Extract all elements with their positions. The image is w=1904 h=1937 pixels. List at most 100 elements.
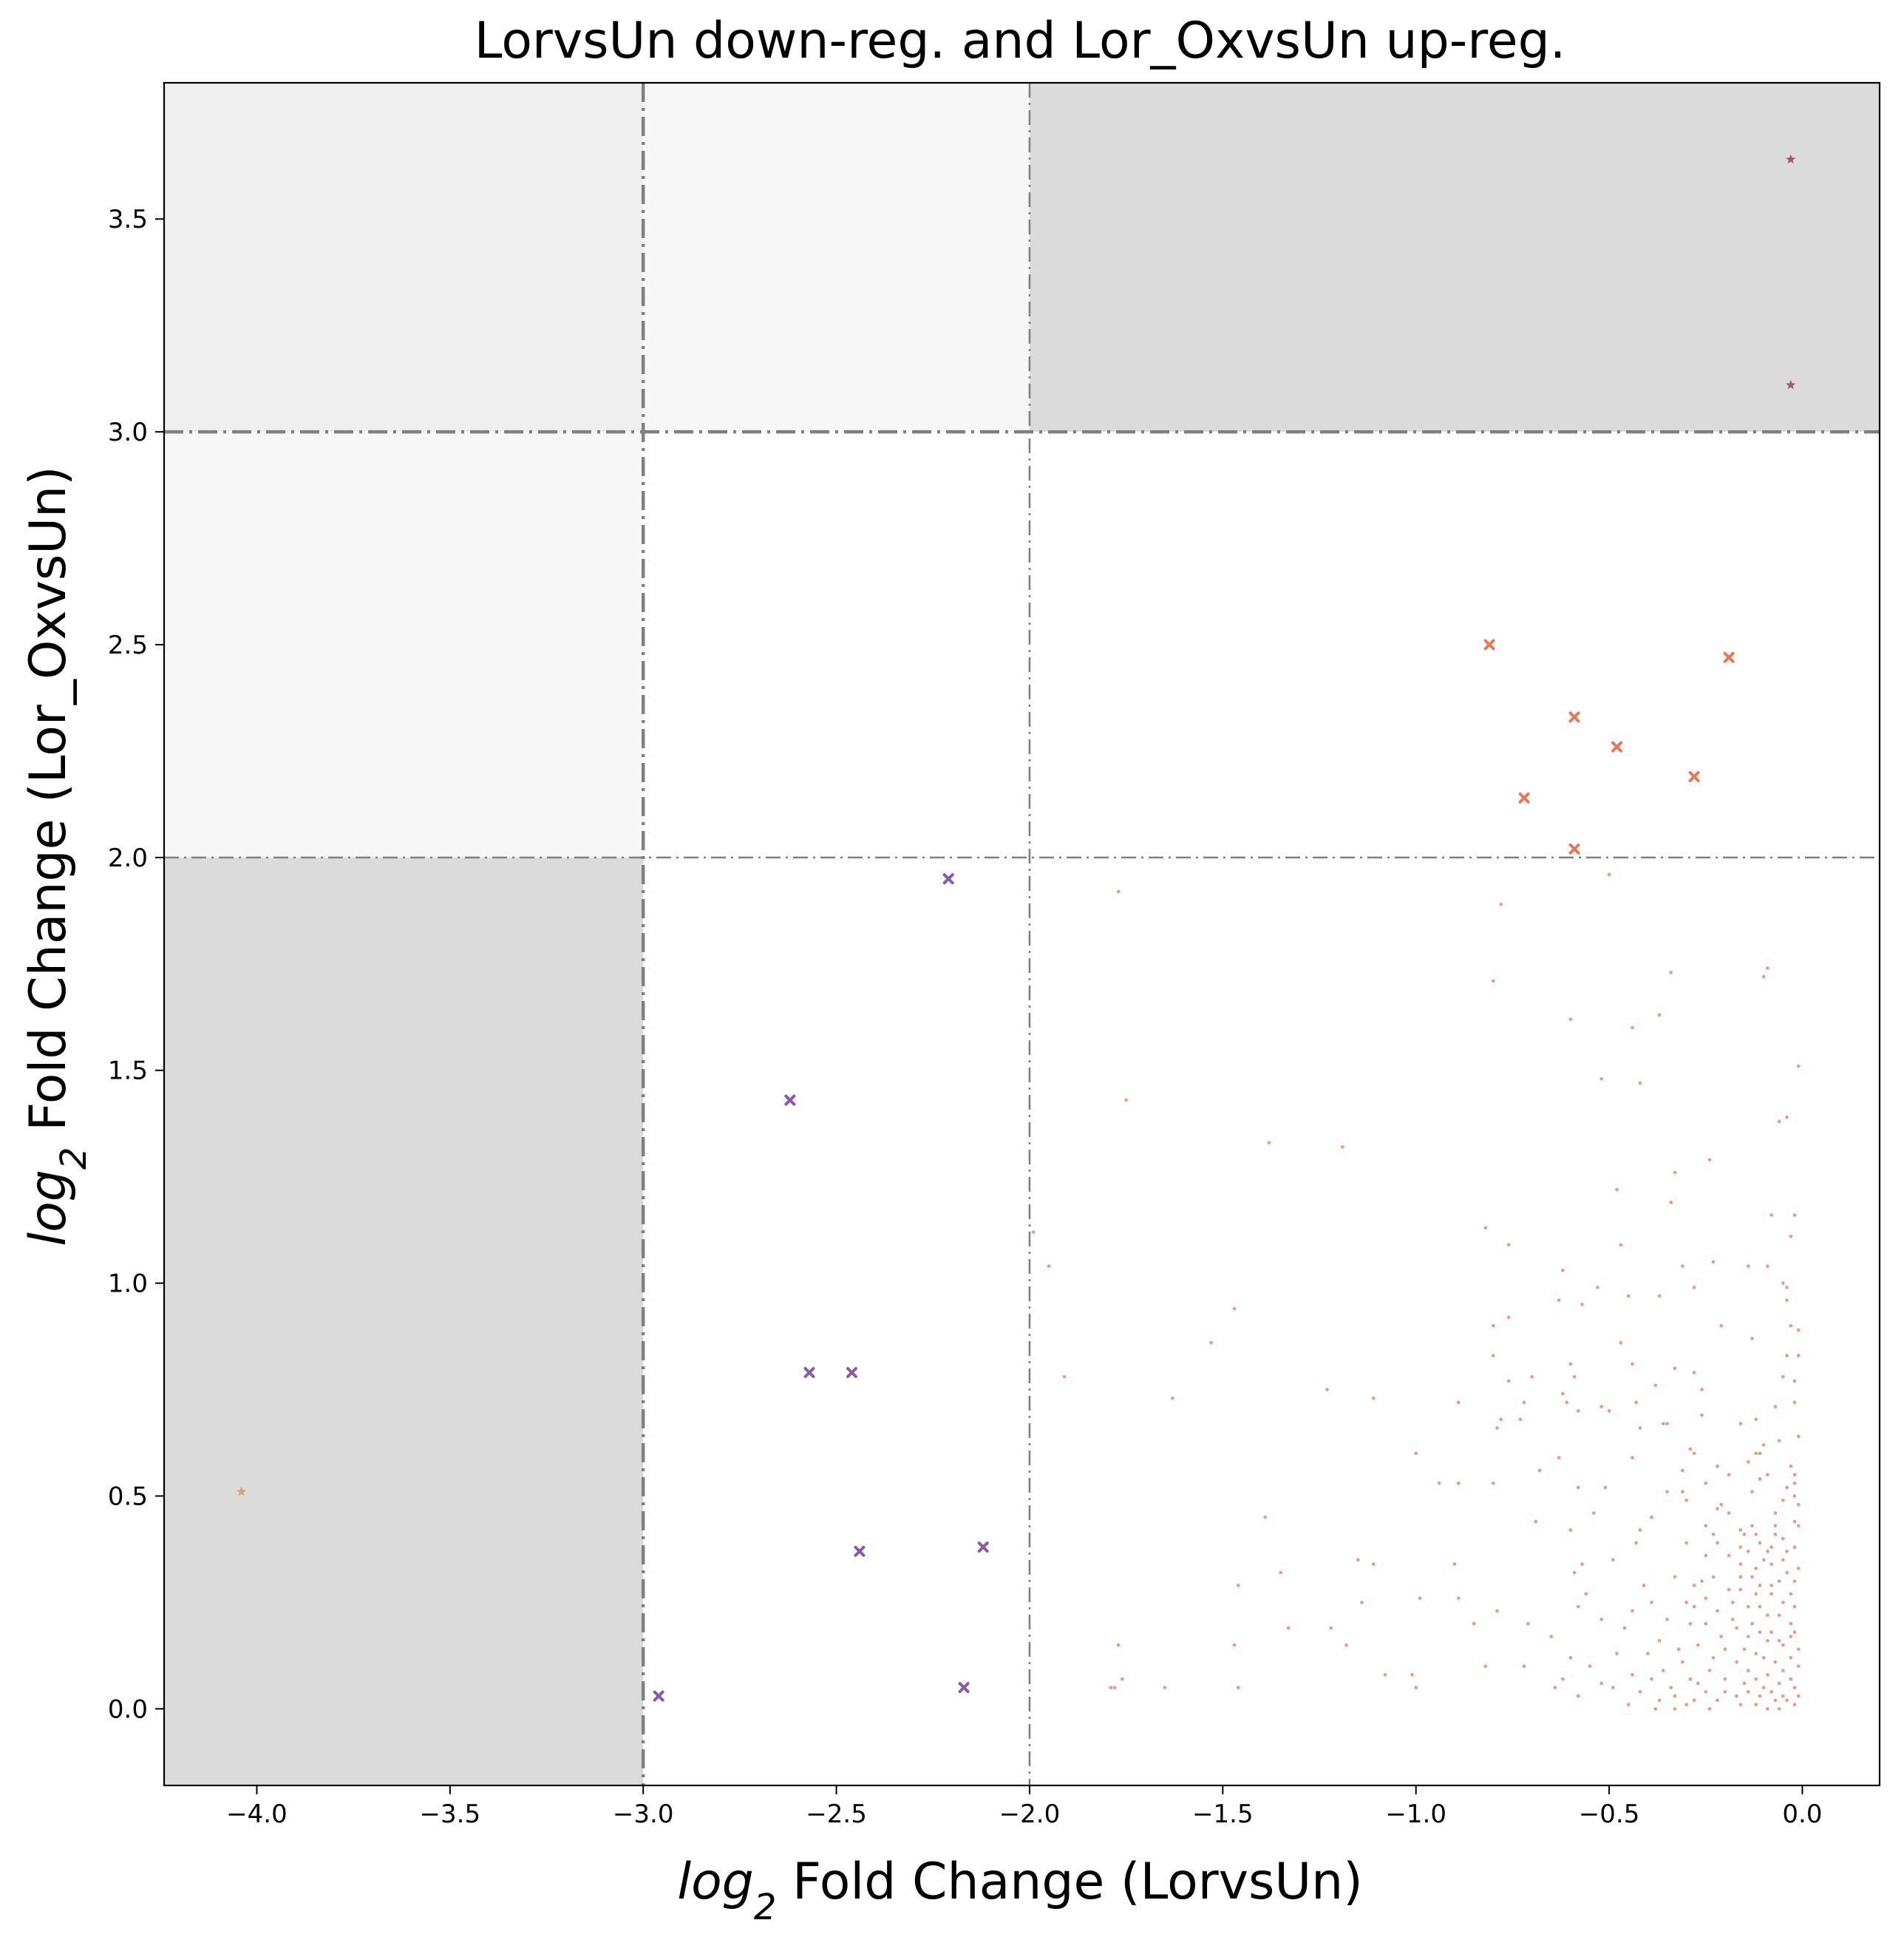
- data-point: [1638, 1426, 1642, 1430]
- data-point: [1746, 1460, 1750, 1464]
- data-point: [1761, 1686, 1766, 1689]
- data-point: [1557, 1298, 1561, 1302]
- data-point: [1692, 1698, 1696, 1703]
- data-point: [1796, 1354, 1801, 1357]
- data-point: [1704, 1596, 1708, 1600]
- data-point: [1731, 1618, 1735, 1621]
- data-point-star-marker: [236, 1486, 247, 1496]
- data-point: [1785, 1354, 1789, 1357]
- data-point: [1653, 1707, 1658, 1711]
- data-point: [1769, 1584, 1773, 1587]
- data-point: [1537, 1468, 1542, 1473]
- data-point: [1371, 1396, 1376, 1400]
- data-point: [1681, 1264, 1684, 1268]
- data-point: [1796, 1502, 1801, 1507]
- data-point: [1719, 1502, 1723, 1507]
- data-point: [1568, 1528, 1573, 1532]
- y-axis-label-text: Fold Change (Lor_OxvsUn): [19, 466, 78, 1147]
- data-point: [1707, 1707, 1712, 1711]
- data-point: [1789, 1635, 1793, 1638]
- data-point: [1506, 1243, 1511, 1247]
- data-point: [1669, 1200, 1673, 1204]
- data-point-x-marker: [1688, 770, 1700, 782]
- data-point: [1673, 1575, 1677, 1579]
- data-point: [1518, 1417, 1523, 1422]
- data-point: [1572, 1374, 1577, 1379]
- data-point: [1561, 1677, 1565, 1681]
- data-point: [1785, 1115, 1789, 1119]
- data-point: [1723, 1690, 1727, 1694]
- data-point: [1738, 1587, 1743, 1592]
- data-point: [1568, 1362, 1573, 1366]
- data-point: [1758, 1694, 1762, 1698]
- data-point: [1371, 1562, 1376, 1566]
- data-point: [1631, 1362, 1634, 1366]
- data-point: [1769, 1213, 1773, 1217]
- data-point: [1789, 1655, 1793, 1660]
- data-point: [1777, 1681, 1781, 1686]
- data-point: [1572, 1570, 1577, 1575]
- data-point-x-marker: [958, 1682, 970, 1694]
- data-point: [1565, 1400, 1568, 1405]
- data-point: [1599, 1618, 1603, 1621]
- data-point: [1576, 1604, 1580, 1609]
- data-point: [1716, 1541, 1719, 1545]
- data-point: [1673, 1694, 1677, 1698]
- data-point: [1792, 1519, 1797, 1524]
- data-point: [1491, 1481, 1495, 1485]
- data-point: [1526, 1621, 1530, 1626]
- data-point: [1653, 1383, 1658, 1388]
- data-point: [1650, 1601, 1653, 1604]
- data-point: [1738, 1562, 1743, 1566]
- data-point: [1692, 1584, 1696, 1587]
- data-point: [1750, 1337, 1754, 1340]
- data-point: [1692, 1286, 1696, 1289]
- threshold-lines: [164, 83, 1880, 1785]
- data-point: [1568, 1017, 1573, 1021]
- data-point: [1796, 1064, 1801, 1068]
- data-point: [1692, 1604, 1696, 1609]
- data-point: [1781, 1536, 1785, 1541]
- data-point: [1681, 1490, 1684, 1494]
- data-point: [1796, 1434, 1801, 1439]
- x-tick-label: −2.0: [999, 1799, 1061, 1829]
- data-point: [1267, 1141, 1271, 1144]
- data-point: [1561, 1392, 1565, 1396]
- x-tick-label: −1.0: [1385, 1799, 1446, 1829]
- data-point: [1615, 1652, 1619, 1655]
- data-point: [1657, 1013, 1662, 1017]
- axes-frame: [163, 81, 1881, 1787]
- y-tick-label: 2.5: [108, 631, 148, 660]
- data-point: [1727, 1473, 1731, 1477]
- data-point: [1638, 1690, 1642, 1694]
- data-point: [1781, 1281, 1785, 1285]
- data-point: [1761, 1443, 1766, 1447]
- data-point: [1700, 1413, 1704, 1417]
- data-point: [1576, 1485, 1580, 1490]
- y-tick-label: 3.0: [108, 418, 148, 447]
- data-point: [1716, 1698, 1719, 1703]
- data-point-x-marker: [1518, 792, 1530, 804]
- data-point: [1684, 1498, 1688, 1502]
- data-point-x-marker: [977, 1541, 989, 1553]
- data-point: [1414, 1451, 1418, 1456]
- data-point: [1754, 1567, 1758, 1570]
- data-point: [1789, 1464, 1793, 1468]
- data-point: [1263, 1515, 1268, 1519]
- data-point: [1209, 1340, 1213, 1345]
- data-point: [1777, 1613, 1781, 1617]
- data-point: [1356, 1558, 1360, 1562]
- data-point: [1750, 1490, 1754, 1494]
- data-point: [1534, 1519, 1538, 1524]
- data-point: [1341, 1145, 1344, 1149]
- data-point: [1704, 1621, 1708, 1626]
- data-point: [1657, 1698, 1662, 1703]
- data-point: [1236, 1686, 1240, 1689]
- data-point: [1611, 1686, 1615, 1689]
- data-point: [1723, 1677, 1727, 1681]
- data-point: [1792, 1703, 1797, 1706]
- y-axis-label-log: log: [19, 1170, 78, 1246]
- data-point: [1692, 1451, 1696, 1456]
- data-point: [1688, 1621, 1693, 1626]
- shaded-region: [164, 857, 644, 1785]
